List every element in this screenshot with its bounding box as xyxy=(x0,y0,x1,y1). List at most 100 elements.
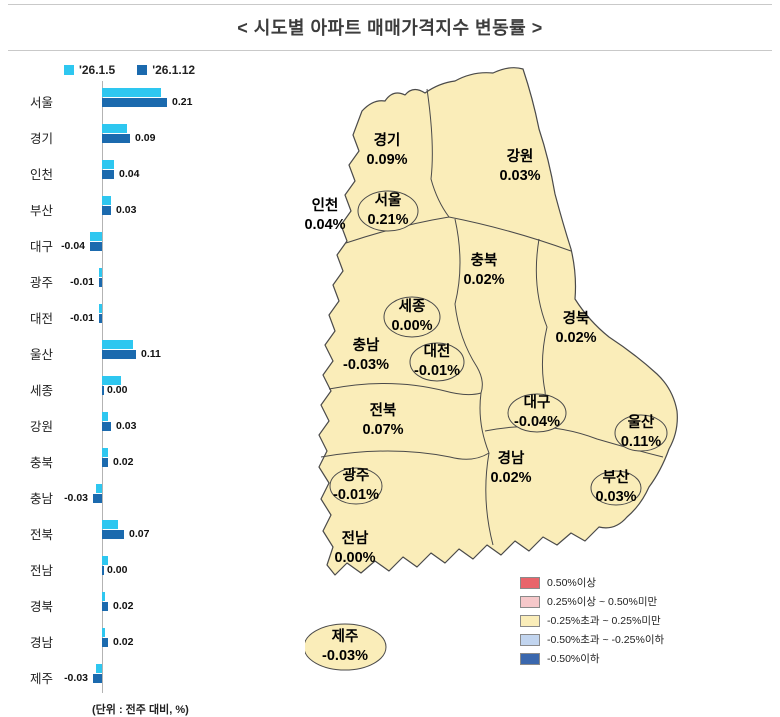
bar-series-2 xyxy=(102,350,136,359)
value-label: 0.09 xyxy=(135,132,156,144)
region-name: 강원 xyxy=(506,149,534,166)
legend-color-swatch xyxy=(520,652,540,665)
legend-color-swatch xyxy=(520,595,540,608)
value-label: 0.00 xyxy=(107,564,128,576)
map-region-label-제주: 제주 -0.03% xyxy=(322,628,368,666)
legend-swatch-week1 xyxy=(64,65,74,75)
region-gwangju-blob xyxy=(329,467,383,505)
bar-series-2 xyxy=(99,314,102,323)
bar-series-1 xyxy=(99,268,102,277)
category-label: 부산 xyxy=(30,204,54,218)
bar-series-1 xyxy=(102,340,133,349)
bar-row-대전: 대전 -0.01 xyxy=(30,297,282,333)
region-value: 0.21% xyxy=(367,212,409,228)
page-title: < 시도별 아파트 매매가격지수 변동률 > xyxy=(237,18,543,38)
legend-item-week1: '26.1.5 xyxy=(64,63,115,77)
bar-series-2 xyxy=(102,638,108,647)
category-label: 경남 xyxy=(30,636,54,650)
bar-row-충북: 충북 0.02 xyxy=(30,441,282,477)
map-region-label-전남: 전남 0.00% xyxy=(334,530,375,568)
bar-series-1 xyxy=(99,304,102,313)
category-label: 서울 xyxy=(30,96,54,110)
map-region-label-세종: 세종 0.00% xyxy=(391,298,432,336)
bar-series-2 xyxy=(102,206,111,215)
bar-series-2 xyxy=(102,566,104,575)
region-value: -0.04% xyxy=(514,414,560,430)
value-label: 0.02 xyxy=(113,600,134,612)
region-value: 0.09% xyxy=(366,152,408,168)
value-label: -0.03 xyxy=(64,672,88,684)
category-label: 충남 xyxy=(30,492,54,506)
map-region-label-경기: 경기 0.09% xyxy=(366,132,407,170)
map-region-label-경북: 경북 0.02% xyxy=(555,310,596,348)
bar-series-2 xyxy=(102,386,104,395)
legend-range-label: 0.50%이상 xyxy=(547,577,597,589)
value-label: 0.21 xyxy=(172,96,193,108)
bar-row-충남: 충남 -0.03 xyxy=(30,477,282,513)
region-value: 0.00% xyxy=(334,550,376,566)
bar-series-2 xyxy=(102,530,124,539)
bar-row-제주: 제주 -0.03 xyxy=(30,657,282,693)
bar-series-1 xyxy=(102,376,121,385)
region-name: 울산 xyxy=(627,415,655,432)
region-name: 부산 xyxy=(602,470,630,487)
category-label: 인천 xyxy=(30,168,54,182)
bar-series-2 xyxy=(102,602,108,611)
bar-series-1 xyxy=(102,448,108,457)
bar-series-1 xyxy=(90,232,102,241)
region-name: 경북 xyxy=(562,311,590,328)
legend-label-week2: '26.1.12 xyxy=(152,63,196,77)
value-label: -0.03 xyxy=(64,492,88,504)
value-label: 0.11 xyxy=(141,348,161,360)
bar-row-경북: 경북 0.02 xyxy=(30,585,282,621)
content: '26.1.5 '26.1.12 서울 0.21 경기 0.09 인천 0.04 부산 0.0… xyxy=(0,51,780,717)
region-value: 0.03% xyxy=(595,489,637,505)
bar-row-서울: 서울 0.21 xyxy=(30,81,282,117)
value-label: 0.03 xyxy=(116,204,137,216)
bar-series-1 xyxy=(102,412,108,421)
region-name: 대구 xyxy=(523,395,551,412)
bar-series-1 xyxy=(102,160,114,169)
region-value: 0.03% xyxy=(499,168,541,184)
map-panel: 경기 0.09% 강원 0.03% 인천 0.04% 서울 0.21% 충북 0.02% 세종 0.0… xyxy=(285,51,780,717)
region-value: -0.01% xyxy=(333,487,379,503)
value-label: 0.04 xyxy=(119,168,140,180)
mainland-outline xyxy=(318,67,678,576)
region-name: 전남 xyxy=(341,531,369,548)
legend-range-label: -0.50%이하 xyxy=(547,653,600,665)
map-region-label-충북: 충북 0.02% xyxy=(463,252,504,290)
border-jeolla-gyeongsang xyxy=(479,392,494,546)
value-label: 0.07 xyxy=(129,528,150,540)
category-label: 대구 xyxy=(30,240,54,254)
category-label: 전북 xyxy=(30,528,54,542)
map-legend-item: -0.50%초과 ~ -0.25%이하 xyxy=(520,632,664,647)
bar-row-인천: 인천 0.04 xyxy=(30,153,282,189)
bar-series-1 xyxy=(102,628,105,637)
chart-legend: '26.1.5 '26.1.12 xyxy=(64,63,285,77)
bar-row-강원: 강원 0.03 xyxy=(30,405,282,441)
region-sejong-blob xyxy=(383,296,441,338)
category-label: 대전 xyxy=(30,312,54,326)
legend-range-label: 0.25%이상 ~ 0.50%미만 xyxy=(547,596,658,608)
bar-series-2 xyxy=(93,494,102,503)
value-label: -0.01 xyxy=(70,276,94,288)
category-label: 세종 xyxy=(30,384,54,398)
map-region-label-인천: 인천 0.04% xyxy=(304,197,345,235)
map-region-label-충남: 충남 -0.03% xyxy=(343,337,389,375)
region-value: 0.07% xyxy=(362,422,404,438)
region-busan-blob xyxy=(590,470,642,506)
bar-row-세종: 세종 0.00 xyxy=(30,369,282,405)
category-label: 제주 xyxy=(30,672,54,686)
map-legend-item: 0.25%이상 ~ 0.50%미만 xyxy=(520,594,664,609)
category-label: 울산 xyxy=(30,348,54,362)
bar-series-2 xyxy=(102,98,167,107)
korea-map-wrap: 경기 0.09% 강원 0.03% 인천 0.04% 서울 0.21% 충북 0.02% 세종 0.0… xyxy=(304,59,705,693)
unit-footnote: (단위 : 전주 대비, %) xyxy=(92,704,189,716)
region-value: -0.03% xyxy=(322,648,368,664)
region-daegu-blob xyxy=(507,393,567,433)
value-label: 0.02 xyxy=(113,636,134,648)
region-value: -0.03% xyxy=(343,357,389,373)
value-label: -0.04 xyxy=(61,240,85,252)
map-legend-item: 0.50%이상 xyxy=(520,575,664,590)
legend-color-swatch xyxy=(520,633,540,646)
